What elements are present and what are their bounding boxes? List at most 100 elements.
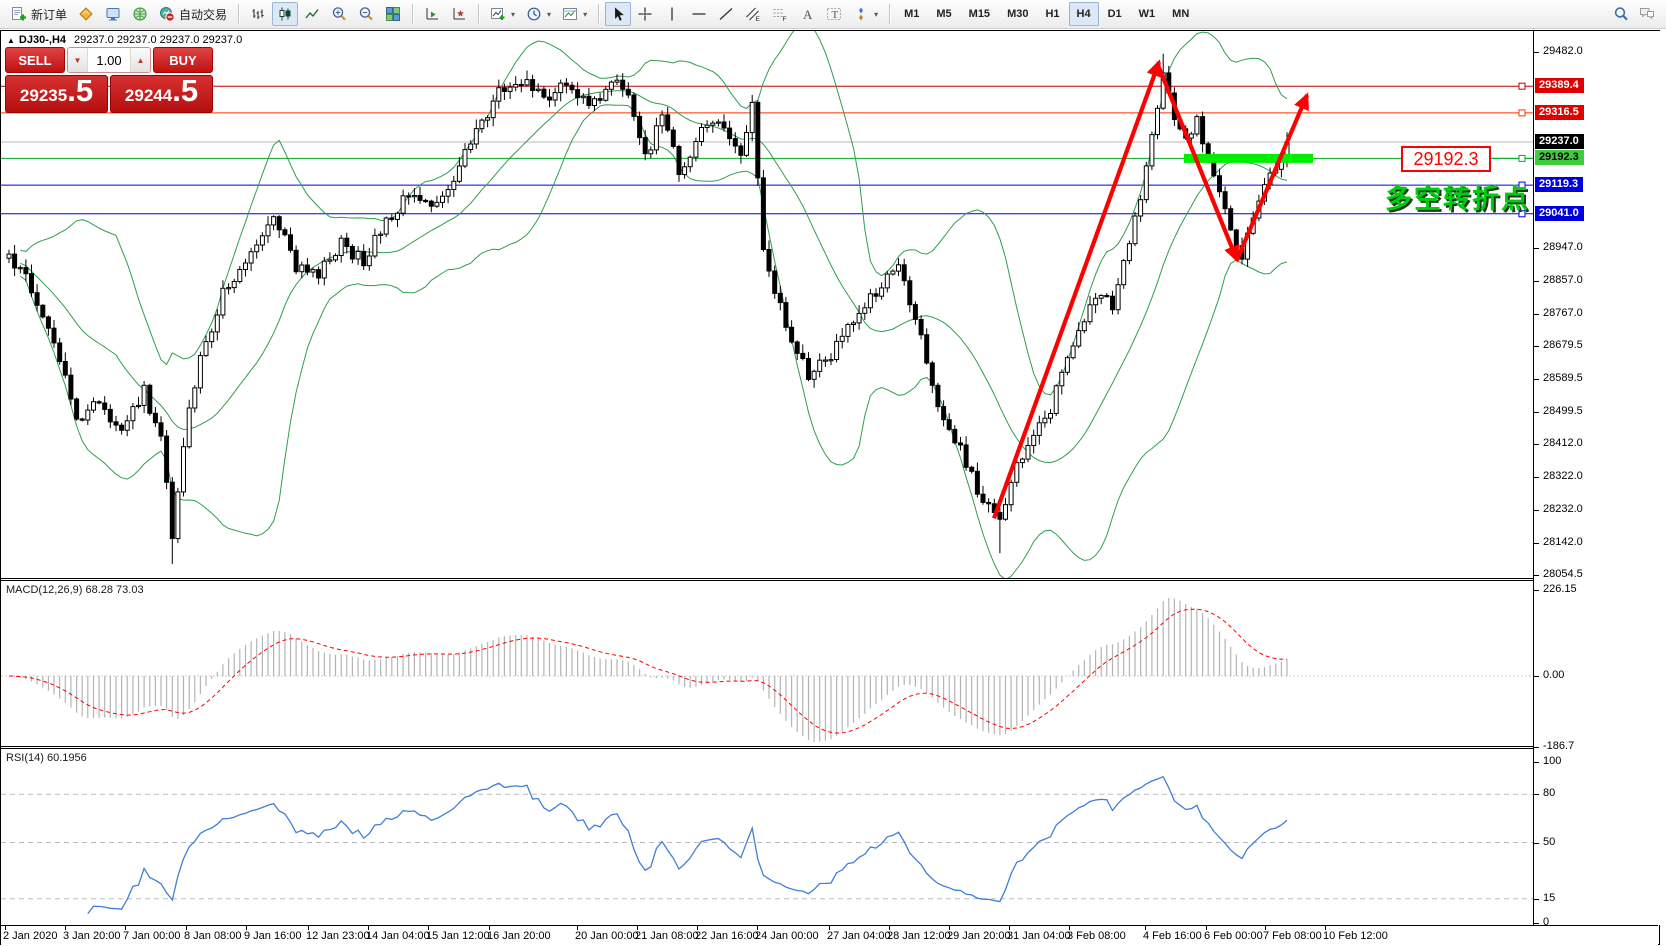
toolbar-separator xyxy=(598,4,600,24)
time-axis-label: 22 Jan 16:00 xyxy=(695,930,759,942)
profiles-button[interactable]: ▾ xyxy=(521,2,556,26)
new-chart-icon xyxy=(490,6,506,22)
time-axis-label: 15 Jan 12:00 xyxy=(426,930,490,942)
timeframe-w1-button[interactable]: W1 xyxy=(1131,2,1164,26)
template-icon xyxy=(562,6,578,22)
collapse-icon[interactable]: ▲ xyxy=(7,36,15,45)
pane-separator[interactable] xyxy=(1,746,1658,749)
volume-value[interactable]: 1.00 xyxy=(88,48,130,72)
axis-tick-mark xyxy=(1534,412,1539,414)
caret-up-icon: ▲ xyxy=(136,55,145,65)
main-chart-canvas[interactable] xyxy=(1,31,1533,578)
timeframe-m30-button-label: M30 xyxy=(1007,8,1029,20)
text-label-button[interactable]: T xyxy=(821,2,847,26)
arrows-icon xyxy=(853,6,869,22)
new-order-button[interactable]: 新订单 xyxy=(6,2,72,26)
fibonacci-button[interactable]: F xyxy=(767,2,793,26)
time-axis-tick-mark xyxy=(889,926,890,930)
volume-increase-button[interactable]: ▲ xyxy=(130,48,150,72)
time-axis-label: 3 Jan 20:00 xyxy=(63,930,121,942)
timeframe-h1-button[interactable]: H1 xyxy=(1037,2,1067,26)
time-axis-label: 28 Jan 12:00 xyxy=(887,930,951,942)
time-axis-tick-mark xyxy=(1009,926,1010,930)
zoom-out-button[interactable] xyxy=(353,2,379,26)
vertical-line-button[interactable] xyxy=(659,2,685,26)
bar-chart-button[interactable] xyxy=(245,2,271,26)
axis-tick-mark xyxy=(1534,510,1539,512)
price-tag-29192.3: 29192.3 xyxy=(1535,150,1584,166)
buy-button[interactable]: BUY xyxy=(153,47,213,73)
price-axis-label: 28857.0 xyxy=(1543,274,1583,287)
autotrading-button[interactable]: 自动交易 xyxy=(154,2,232,26)
axis-tick-mark xyxy=(1534,379,1539,381)
axis-tick-mark xyxy=(1534,248,1539,250)
arrows-button[interactable]: ▾ xyxy=(848,2,883,26)
zoom-out-icon xyxy=(358,6,374,22)
rsi-pane-canvas[interactable] xyxy=(1,749,1533,925)
time-axis-label: 21 Jan 08:00 xyxy=(635,930,699,942)
timeframe-h4-button-label: H4 xyxy=(1076,8,1091,20)
cursor-icon xyxy=(610,6,626,22)
timeframe-m15-button[interactable]: M15 xyxy=(961,2,998,26)
buy-price-button[interactable]: 29244.5 xyxy=(110,75,213,113)
axis-tick-mark xyxy=(1534,575,1539,577)
equidistant-channel-button[interactable]: E xyxy=(740,2,766,26)
market-watch-button[interactable] xyxy=(73,2,99,26)
time-axis-tick-mark xyxy=(246,926,247,930)
price-axis-label: 28589.5 xyxy=(1543,372,1583,385)
price-axis[interactable]: 29482.0 28947.0 28857.0 28767.0 28679.5 28589… xyxy=(1533,31,1660,928)
axis-tick-mark xyxy=(1534,794,1539,796)
tile-windows-button[interactable] xyxy=(380,2,406,26)
monitor-icon xyxy=(105,6,121,22)
time-axis-tick-mark xyxy=(65,926,66,930)
candlestick-chart-button[interactable] xyxy=(272,2,299,26)
volume-decrease-button[interactable]: ▼ xyxy=(68,48,88,72)
auto-scroll-button[interactable] xyxy=(419,2,445,26)
timeframe-m5-button[interactable]: M5 xyxy=(928,2,959,26)
trendline-button[interactable] xyxy=(713,2,739,26)
new-chart-button[interactable]: ▾ xyxy=(485,2,520,26)
data-window-button[interactable] xyxy=(100,2,126,26)
axis-tick-mark xyxy=(1534,346,1539,348)
new-order-icon xyxy=(11,6,27,22)
time-axis[interactable]: 2 Jan 2020 3 Jan 20:00 7 Jan 00:00 8 Jan 08… xyxy=(1,925,1658,945)
sell-price-button[interactable]: 29235.5 xyxy=(5,75,108,113)
timeframe-m1-button[interactable]: M1 xyxy=(896,2,927,26)
chart-shift-button[interactable] xyxy=(446,2,472,26)
timeframe-h4-button[interactable]: H4 xyxy=(1068,2,1099,26)
navigator-button[interactable] xyxy=(127,2,153,26)
time-axis-tick-mark xyxy=(949,926,950,930)
chart-window: ▲ DJ30-,H4 29237.0 29237.0 29237.0 29237.0… xyxy=(0,30,1660,945)
buy-price-main: 29244 xyxy=(124,86,173,105)
line-chart-button[interactable] xyxy=(299,2,325,26)
sell-button[interactable]: SELL xyxy=(5,47,65,73)
pane-separator[interactable] xyxy=(1,578,1658,581)
crosshair-button[interactable] xyxy=(632,2,658,26)
axis-tick-mark xyxy=(1534,746,1539,748)
price-axis-label: 0.00 xyxy=(1543,669,1565,681)
zoom-in-button[interactable] xyxy=(326,2,352,26)
time-axis-label: 12 Jan 23:00 xyxy=(306,930,370,942)
horizontal-line-button[interactable] xyxy=(686,2,712,26)
text-button[interactable]: A xyxy=(794,2,820,26)
timeframe-m30-button[interactable]: M30 xyxy=(999,2,1036,26)
timeframe-m1-button-label: M1 xyxy=(904,8,920,20)
linechart-icon xyxy=(304,6,320,22)
macd-pane-canvas[interactable] xyxy=(1,581,1533,746)
timeframe-d1-button[interactable]: D1 xyxy=(1100,2,1130,26)
timeframe-h1-button-label: H1 xyxy=(1045,8,1060,20)
timeframe-mn-button[interactable]: MN xyxy=(1164,2,1197,26)
price-axis-label: 50 xyxy=(1543,835,1556,848)
clock-icon xyxy=(526,6,542,22)
search-button[interactable] xyxy=(1608,2,1634,26)
timeframe-w1-button-label: W1 xyxy=(1138,8,1156,20)
cursor-button[interactable] xyxy=(605,2,632,26)
chat-button[interactable] xyxy=(1634,2,1660,26)
axis-tick-mark xyxy=(1534,444,1539,446)
caret-down-icon: ▼ xyxy=(73,55,82,65)
arrange1-icon xyxy=(424,6,440,22)
new-order-button-label: 新订单 xyxy=(31,7,68,22)
price-tag-29119.3: 29119.3 xyxy=(1535,177,1584,193)
templates-button[interactable]: ▾ xyxy=(557,2,592,26)
price-callout-box: 29192.3 xyxy=(1401,146,1491,173)
